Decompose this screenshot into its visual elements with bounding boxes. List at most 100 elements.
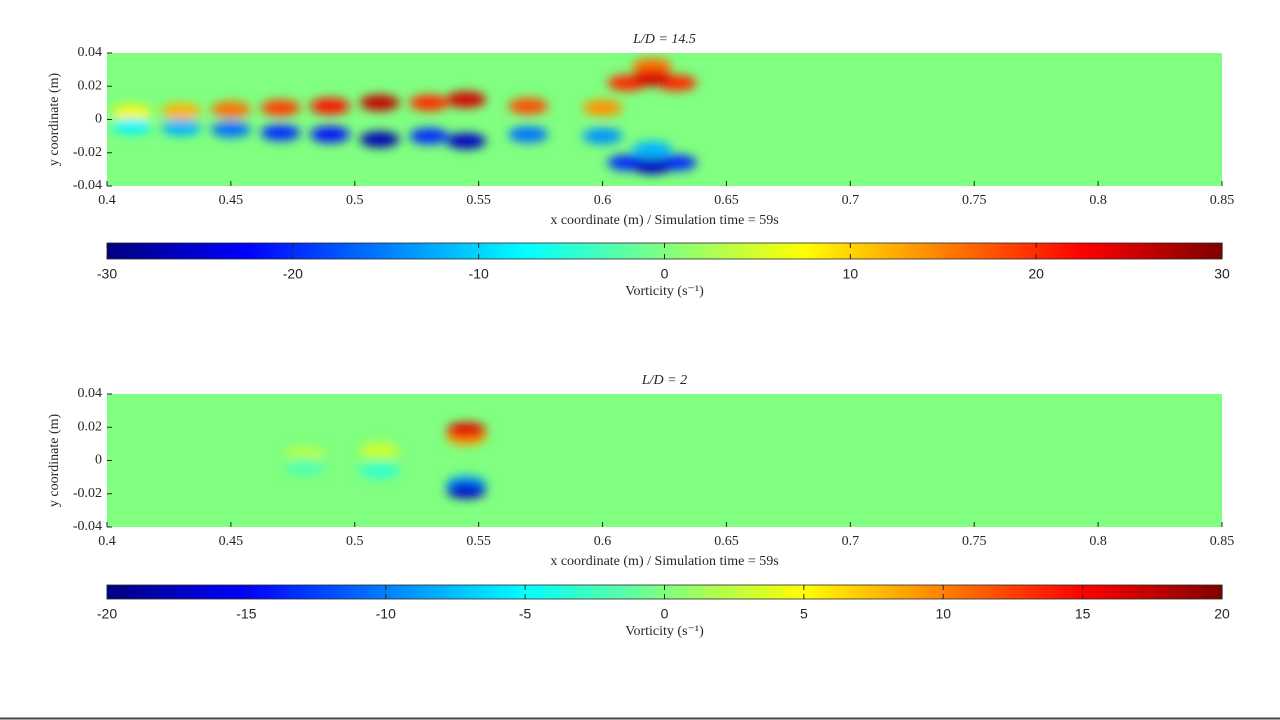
colorbar-swatch <box>260 585 266 599</box>
colorbar-swatch <box>664 243 670 259</box>
colorbar-swatch <box>139 243 145 259</box>
colorbar-swatch <box>278 243 285 259</box>
colorbar-swatch <box>882 243 889 259</box>
colorbar-swatch <box>571 243 577 259</box>
colorbar-swatch <box>669 585 675 599</box>
colorbar-swatch <box>924 243 930 259</box>
x-tick-label: 0.5 <box>346 534 364 549</box>
colorbar-swatch <box>292 243 299 259</box>
colorbar-swatch <box>757 243 763 259</box>
colorbar-swatch <box>385 243 391 259</box>
colorbar-swatch <box>1077 243 1084 259</box>
colorbar-tick-label: -10 <box>376 606 396 622</box>
colorbar-swatch <box>1008 585 1014 599</box>
colorbar-swatch <box>418 243 424 259</box>
field <box>111 58 697 175</box>
colorbar-swatch <box>999 243 1005 259</box>
colorbar-swatch <box>195 243 201 259</box>
x-tick-label: 0.8 <box>1089 534 1107 549</box>
colorbar-swatch <box>511 243 517 259</box>
colorbar-swatch <box>636 585 642 599</box>
colorbar-swatch <box>655 585 661 599</box>
chart: L/D = 2 0.4 0.45 0.5 0.55 0.6 0.65 0.7 0.75 0.8 0.… <box>47 373 1234 639</box>
colorbar-swatch <box>120 585 127 599</box>
colorbar-swatch <box>343 585 350 599</box>
x-tick-label: 0.55 <box>466 534 491 549</box>
colorbar-swatch <box>176 243 182 259</box>
colorbar-swatch <box>283 243 289 259</box>
colorbar-swatch <box>720 243 726 259</box>
colorbar-swatch <box>241 243 247 259</box>
colorbar-swatch <box>1059 585 1065 599</box>
vorticity-peak <box>582 99 623 116</box>
vorticity-peak <box>446 133 487 150</box>
colorbar-swatch <box>548 243 554 259</box>
colorbar-swatch <box>576 585 582 599</box>
colorbar-swatch <box>734 585 740 599</box>
vorticity-peak <box>508 98 549 115</box>
colorbar-swatch <box>325 243 331 259</box>
colorbar-swatch <box>362 243 368 259</box>
colorbar-swatch <box>817 585 824 599</box>
colorbar-swatch <box>260 243 266 259</box>
colorbar-swatch <box>622 243 628 259</box>
colorbar-swatch <box>1082 243 1088 259</box>
colorbar-swatch <box>641 585 647 599</box>
colorbar-swatch <box>1054 585 1060 599</box>
colorbar-swatch <box>543 585 549 599</box>
colorbar-tick-label: 10 <box>935 606 951 622</box>
colorbar-swatch <box>330 243 336 259</box>
colorbar-swatch <box>1198 585 1205 599</box>
colorbar-swatch <box>404 243 410 259</box>
colorbar-swatch <box>659 243 666 259</box>
colorbar-swatch <box>692 585 698 599</box>
colorbar-swatch <box>148 243 155 259</box>
colorbar-swatch <box>246 243 252 259</box>
colorbar-swatch <box>906 243 912 259</box>
chart-title: L/D = 14.5 <box>632 32 696 47</box>
colorbar-swatch <box>604 585 610 599</box>
colorbar-swatch <box>1022 243 1028 259</box>
colorbar-swatch <box>794 243 800 259</box>
colorbar-swatch <box>720 585 726 599</box>
colorbar-swatch <box>553 243 559 259</box>
vorticity-peak <box>409 94 450 111</box>
colorbar-swatch <box>162 243 168 259</box>
colorbar-swatch <box>701 243 707 259</box>
colorbar-swatch <box>1087 585 1093 599</box>
colorbar-swatch <box>943 585 949 599</box>
colorbar-swatch <box>938 585 944 599</box>
x-tick-label: 0.75 <box>962 193 987 208</box>
colorbar-swatch <box>1161 585 1167 599</box>
colorbar-swatch <box>789 243 796 259</box>
colorbar-swatch <box>613 243 619 259</box>
vorticity-peak <box>285 459 326 476</box>
colorbar-swatch <box>943 243 949 259</box>
colorbar-swatch <box>1022 585 1028 599</box>
colorbar-swatch <box>845 585 851 599</box>
colorbar-swatch <box>139 585 145 599</box>
colorbar-swatch <box>896 243 903 259</box>
colorbar-swatch <box>185 585 192 599</box>
colorbar-swatch <box>311 585 317 599</box>
x-tick-label: 0.55 <box>466 193 491 208</box>
colorbar-swatch <box>697 585 703 599</box>
y-axis-label: y coordinate (m) <box>47 73 62 167</box>
colorbar-swatch <box>1045 585 1051 599</box>
colorbar-swatch <box>232 585 238 599</box>
colorbar-swatch <box>1189 243 1195 259</box>
colorbar-swatch <box>116 243 122 259</box>
colorbar-swatch <box>288 243 294 259</box>
colorbar-swatch <box>464 243 470 259</box>
colorbar-swatch <box>399 243 405 259</box>
colorbar-swatch <box>543 243 549 259</box>
colorbar-swatch <box>1012 585 1019 599</box>
colorbar-tick-label: 0 <box>661 266 669 282</box>
colorbar-swatch <box>738 243 745 259</box>
colorbar-swatch <box>1036 243 1042 259</box>
colorbar-swatch <box>130 243 136 259</box>
colorbar-swatch <box>650 585 656 599</box>
colorbar-swatch <box>627 585 633 599</box>
colorbar-swatch <box>1003 243 1009 259</box>
